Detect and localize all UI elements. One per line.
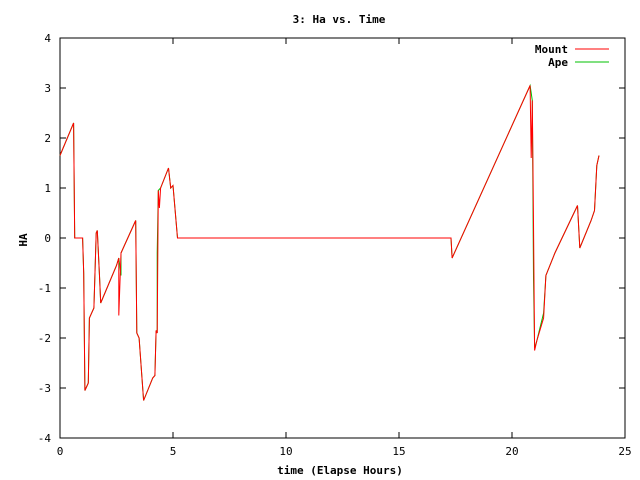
y-tick-label: -2 [38,332,51,345]
y-tick-label: -1 [38,282,51,295]
x-tick-label: 0 [57,445,64,458]
x-tick-label: 25 [618,445,631,458]
chart-title: 3: Ha vs. Time [293,13,386,26]
y-tick-label: 3 [44,82,51,95]
y-tick-label: 4 [44,32,51,45]
y-tick-label: 1 [44,182,51,195]
series-line-ape [59,83,600,401]
y-tick-label: -4 [38,432,52,445]
axis-ticks [59,37,626,439]
x-axis-title: time (Elapse Hours) [277,464,403,477]
y-tick-label: 2 [44,132,51,145]
legend-label-mount: Mount [535,43,568,56]
y-tick-label: -3 [38,382,51,395]
x-tick-label: 20 [505,445,518,458]
x-tick-label: 15 [392,445,405,458]
axis-tick-labels: 0 5 10 15 20 25 -4 -3 -2 -1 0 1 2 3 4 [38,32,632,458]
legend-label-ape: Ape [548,56,568,69]
x-tick-label: 10 [279,445,292,458]
series-line-mount [59,85,600,401]
y-tick-label: 0 [44,232,51,245]
x-tick-label: 5 [170,445,177,458]
series-layer [59,83,600,401]
y-axis-title: HA [17,233,30,247]
